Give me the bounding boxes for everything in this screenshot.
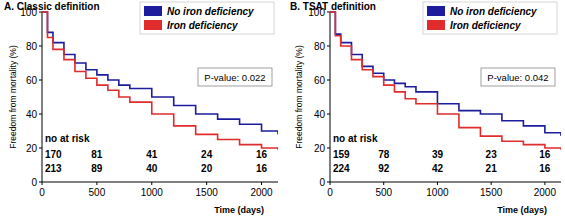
at-risk-count: 16 [256,149,268,160]
y-tick [39,46,42,47]
y-tick [39,114,42,115]
at-risk-count: 21 [486,163,498,174]
legend-box [140,2,274,34]
at-risk-count: 42 [432,163,444,174]
y-tick [327,46,330,47]
x-tick-label: 0 [39,187,45,198]
at-risk-count: 78 [378,149,390,160]
y-tick [39,148,42,149]
legend-label: Iron deficiency [450,20,521,31]
y-tick-label: 60 [314,75,326,86]
at-risk-count: 39 [432,149,444,160]
annotation-box [481,68,555,86]
y-tick-label: 80 [26,41,38,52]
x-tick-label: 1000 [426,187,449,198]
y-axis [42,12,43,182]
x-label: Time (days) [497,205,547,215]
at-risk-count: 40 [146,163,158,174]
figure: A. Classic definition Freedom from mortal… [0,0,565,222]
legend-swatch [427,20,445,30]
at-risk-count: 213 [45,163,62,174]
y-tick-label: 40 [314,109,326,120]
title: A. Classic definition [4,1,100,12]
x-tick-label: 1500 [480,187,503,198]
legend-swatch [144,20,162,30]
x-tick [383,182,384,185]
legend-box [423,2,557,34]
x-tick-label: 1000 [141,187,164,198]
x-axis [330,182,561,183]
at-risk-count: 89 [91,163,103,174]
x-axis [42,182,278,183]
at-risk-count: 16 [256,163,268,174]
at-risk-count: 81 [91,149,103,160]
annotation-box [198,68,272,86]
legend-label: No iron deficiency [167,6,254,17]
y-tick-label: 100 [308,7,325,18]
annotation: P-value: 0.042 [487,72,548,83]
legend-label: No iron deficiency [450,6,537,17]
x-tick [330,182,331,185]
x-tick-label: 1500 [196,187,219,198]
panel: B. TSAT definition Freedom from mortality… [290,1,561,215]
y-tick-label: 60 [26,75,38,86]
at-risk-count: 170 [45,149,62,160]
at-risk-count: 16 [539,149,551,160]
at-risk-label: no at risk [45,133,90,144]
panel: A. Classic definition Freedom from mortal… [4,1,278,215]
x-tick-label: 500 [375,187,392,198]
y-tick [327,80,330,81]
x-tick-label: 2000 [250,187,273,198]
at-risk-count: 16 [539,163,551,174]
y-tick-label: 0 [31,177,37,188]
y-tick [39,12,42,13]
y-axis [330,12,331,182]
x-tick [96,182,97,185]
x-tick-label: 500 [89,187,106,198]
y-tick [327,114,330,115]
legend-label: Iron deficiency [167,20,238,31]
at-risk-count: 24 [201,149,213,160]
x-tick [151,182,152,185]
x-tick [491,182,492,185]
y-tick-label: 20 [26,143,38,154]
y-tick-label: 100 [20,7,37,18]
annotation: P-value: 0.022 [204,72,265,83]
y-tick-label: 0 [319,177,325,188]
x-tick [206,182,207,185]
y-tick [39,80,42,81]
x-tick [544,182,545,185]
at-risk-count: 92 [378,163,390,174]
x-tick-label: 0 [327,187,333,198]
y-tick-label: 20 [314,143,326,154]
y-tick [327,148,330,149]
y-label: Freedom from mortality (%) [8,45,18,149]
x-label: Time (days) [214,205,264,215]
at-risk-count: 20 [201,163,213,174]
y-tick-label: 80 [314,41,326,52]
at-risk-count: 23 [486,149,498,160]
y-tick [327,12,330,13]
at-risk-count: 224 [333,163,350,174]
x-tick [261,182,262,185]
x-tick [42,182,43,185]
at-risk-count: 159 [333,149,350,160]
at-risk-count: 41 [146,149,158,160]
legend-swatch [144,6,162,16]
at-risk-label: no at risk [333,133,378,144]
x-tick-label: 2000 [534,187,557,198]
legend-swatch [427,6,445,16]
y-tick-label: 40 [26,109,38,120]
x-tick [437,182,438,185]
y-label: Freedom from mortality (%) [294,45,304,149]
title: B. TSAT definition [290,1,376,12]
